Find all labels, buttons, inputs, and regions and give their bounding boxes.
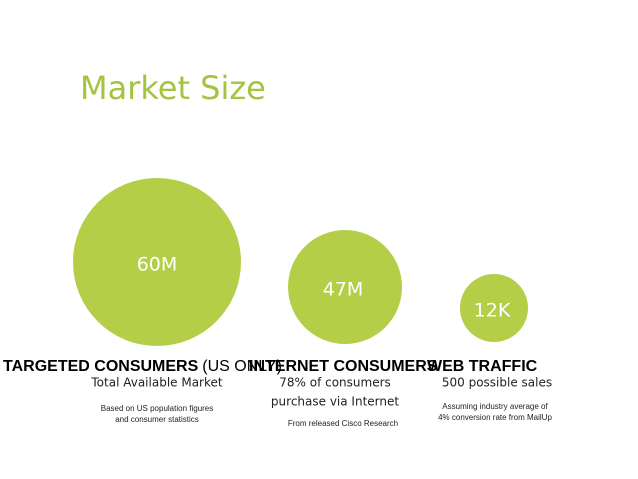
heading: WEB TRAFFIC <box>427 358 538 375</box>
circle <box>288 230 402 344</box>
subtitle: Total Available Market <box>90 376 223 390</box>
heading: INTERNET CONSUMERS <box>249 358 438 375</box>
circle <box>73 178 241 346</box>
heading-note: (US ONLY) <box>202 358 282 375</box>
note: From released Cisco Research <box>288 419 398 428</box>
subtitle: 500 possible sales <box>442 376 552 390</box>
subtitle: purchase via Internet <box>271 395 399 409</box>
value: 12K <box>474 300 511 322</box>
slide-title: Market Size <box>80 69 266 107</box>
note: 4% conversion rate from MailUp <box>438 413 552 422</box>
subtitle: 78% of consumers <box>279 376 391 390</box>
value: 60M <box>137 254 178 276</box>
value: 47M <box>323 279 364 301</box>
note: and consumer statistics <box>115 415 199 424</box>
heading: TARGETED CONSUMERS (US ONLY) <box>3 358 282 375</box>
circle <box>460 274 528 342</box>
note: Assuming industry average of <box>442 402 548 411</box>
note: Based on US population figures <box>101 404 214 413</box>
heading-text: TARGETED CONSUMERS <box>3 358 199 375</box>
